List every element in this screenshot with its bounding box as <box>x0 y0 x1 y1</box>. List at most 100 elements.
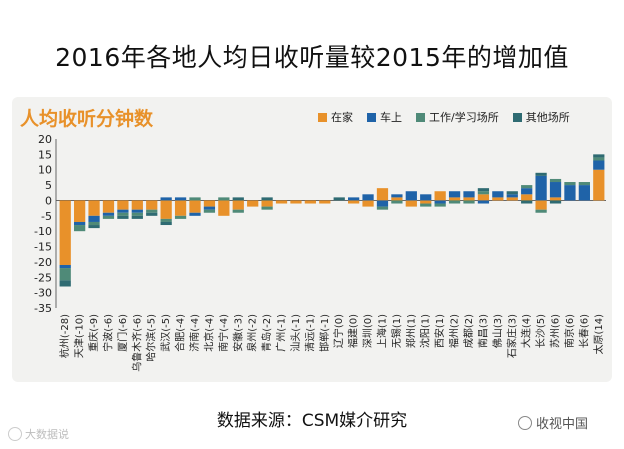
bar-home <box>218 200 230 216</box>
y-tick-label: -35 <box>34 302 52 315</box>
bar-car <box>74 221 86 226</box>
bar-work <box>564 182 576 186</box>
x-tick-label: 青岛(-2) <box>260 314 273 352</box>
bar-other <box>59 280 71 287</box>
bar-home <box>189 200 201 213</box>
bar-work <box>261 206 273 210</box>
bar-car <box>203 206 216 210</box>
bar-other <box>146 212 158 216</box>
bar-home <box>348 200 360 204</box>
watermark-left: 大数据说 <box>8 426 69 442</box>
bar-home <box>174 200 187 216</box>
bar-car <box>405 191 417 201</box>
bar-other <box>506 191 518 195</box>
bar-car <box>593 160 605 170</box>
y-tick-label: -5 <box>41 210 52 223</box>
bar-home <box>275 200 288 204</box>
bar-work <box>160 218 172 222</box>
bar-car <box>506 194 518 198</box>
x-tick-label: 长春(6) <box>578 314 590 348</box>
chart-legend: 在家 车上 工作/学习场所 其他场所 <box>318 110 570 124</box>
bar-home <box>203 200 216 207</box>
bar-car <box>348 197 360 201</box>
weibo-icon <box>8 427 22 441</box>
bar-other <box>477 188 490 192</box>
x-tick-label: 福建(0) <box>347 314 360 348</box>
x-tick-label: 宁波(-6) <box>101 314 114 352</box>
bar-car <box>492 191 504 198</box>
y-tick-label: 0 <box>45 194 52 207</box>
x-tick-label: 西安(1) <box>433 314 446 348</box>
bar-other <box>333 197 345 201</box>
bar-home <box>146 200 158 210</box>
x-tick-label: 郑州(1) <box>404 314 417 348</box>
x-tick-label: 武汉(-5) <box>159 314 172 352</box>
x-tick-label: 乌鲁木齐(-6) <box>130 314 143 372</box>
bar-other <box>232 197 244 201</box>
legend-item-home: 在家 <box>318 109 353 125</box>
bar-car <box>521 188 533 195</box>
y-tick-label: -15 <box>34 241 52 254</box>
bar-work <box>117 212 129 216</box>
x-tick-label: 杭州(-28) <box>58 314 71 358</box>
x-tick-label: 石家庄(3) <box>505 314 518 358</box>
chart-panel <box>12 97 612 382</box>
bar-car <box>477 200 490 204</box>
bar-work <box>521 185 533 189</box>
bar-work <box>88 221 100 226</box>
y-tick-label: 15 <box>38 148 52 161</box>
bar-home <box>102 200 115 213</box>
y-tick-label: -20 <box>34 256 52 269</box>
bar-other <box>521 200 533 204</box>
bar-work <box>59 268 71 281</box>
x-tick-label: 天津(-10) <box>74 314 86 358</box>
legend-item-work: 工作/学习场所 <box>416 109 499 125</box>
bar-home <box>59 200 71 265</box>
bar-home <box>88 200 100 216</box>
bar-home <box>477 194 490 201</box>
bar-work <box>477 191 490 195</box>
x-tick-label: 沈阳(1) <box>419 314 432 348</box>
x-tick-label: 福州(2) <box>448 314 461 348</box>
x-tick-label: 重庆(-9) <box>87 314 100 352</box>
x-tick-label: 成都(2) <box>463 314 475 348</box>
bar-work <box>102 215 115 219</box>
bar-car <box>578 185 590 201</box>
x-tick-label: 长沙(5) <box>535 314 547 348</box>
bar-work <box>218 197 230 201</box>
bar-other <box>261 197 273 201</box>
bar-work <box>448 200 461 204</box>
x-tick-label: 南京(6) <box>563 314 576 348</box>
bar-car <box>102 212 115 216</box>
bar-work <box>391 200 403 204</box>
bar-home <box>362 200 374 207</box>
bar-home <box>74 200 86 222</box>
bar-work <box>434 203 446 207</box>
bar-other <box>160 221 172 226</box>
legend-swatch-car <box>367 112 376 122</box>
legend-label-home: 在家 <box>331 111 353 124</box>
x-tick-label: 泉州(-2) <box>246 314 259 352</box>
x-tick-label: 北京(-4) <box>202 314 215 352</box>
bar-other <box>88 225 100 229</box>
legend-label-car: 车上 <box>380 111 402 124</box>
bar-home <box>117 200 129 210</box>
bar-car <box>448 191 461 198</box>
bar-home <box>434 191 446 201</box>
bar-work <box>131 212 143 216</box>
x-tick-label: 上海(1) <box>375 314 388 348</box>
bar-home <box>463 197 475 201</box>
y-tick-label: 20 <box>38 133 52 146</box>
bar-home <box>290 200 302 204</box>
legend-swatch-home <box>318 112 327 122</box>
bar-home <box>521 194 533 201</box>
bar-other <box>549 200 562 204</box>
bar-work <box>420 203 432 207</box>
watermark-right: 收视中国 <box>518 413 588 432</box>
y-tick-label: -10 <box>34 225 52 238</box>
bar-home <box>593 169 605 201</box>
x-tick-label: 无锡(1) <box>390 314 403 348</box>
watermark-left-label: 大数据说 <box>25 428 69 441</box>
bar-car <box>376 200 389 207</box>
bar-car <box>160 197 172 201</box>
